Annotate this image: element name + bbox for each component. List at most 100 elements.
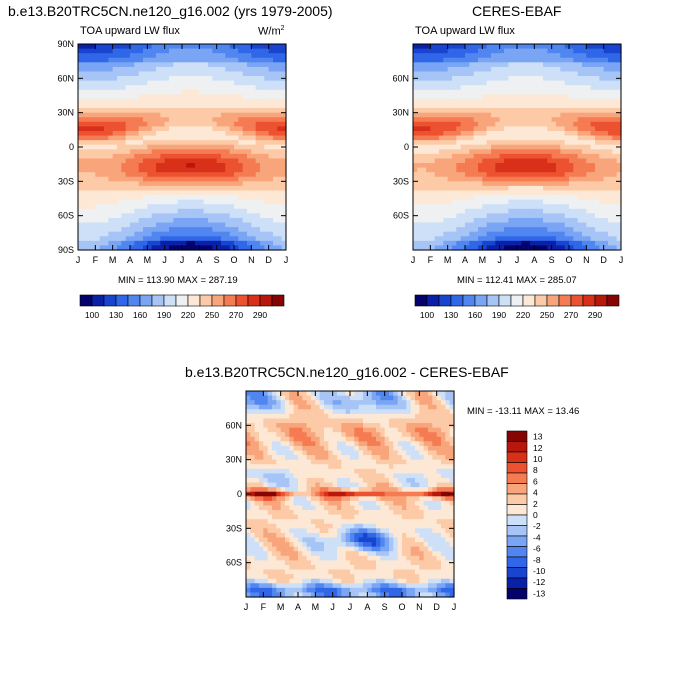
heatmap-cell <box>216 144 222 150</box>
heatmap-cell <box>86 163 92 169</box>
heatmap-cell <box>160 204 166 210</box>
heatmap-cell <box>268 181 274 187</box>
heatmap-cell <box>560 172 566 178</box>
heatmap-cell <box>612 98 618 105</box>
heatmap-cell <box>273 108 278 114</box>
heatmap-cell <box>173 89 179 95</box>
heatmap-cell <box>508 236 514 242</box>
heatmap-cell <box>491 172 496 178</box>
heatmap-cell <box>413 112 418 118</box>
heatmap-cell <box>190 94 196 100</box>
heatmap-cell <box>143 204 148 210</box>
heatmap-cell <box>582 158 587 164</box>
heatmap-cell <box>234 103 239 109</box>
heatmap-cell <box>551 94 557 100</box>
heatmap-cell <box>543 190 548 196</box>
heatmap-cell <box>138 112 144 118</box>
heatmap-cell <box>478 144 483 150</box>
heatmap-cell <box>426 176 431 182</box>
heatmap-cell <box>108 80 114 86</box>
heatmap-cell <box>280 487 286 493</box>
heatmap-cell <box>255 231 261 237</box>
heatmap-cell <box>91 208 96 214</box>
heatmap-cell <box>551 71 557 77</box>
heatmap-cell <box>430 144 436 150</box>
heatmap-cell <box>469 126 475 132</box>
heatmap-cell <box>216 53 222 59</box>
heatmap-cell <box>573 44 579 50</box>
heatmap-cell <box>417 167 423 173</box>
heatmap-cell <box>238 231 244 237</box>
heatmap-cell <box>543 126 548 132</box>
heatmap-cell <box>465 140 470 146</box>
heatmap-cell <box>203 204 209 210</box>
heatmap-cell <box>599 204 605 210</box>
heatmap-cell <box>612 89 618 95</box>
heatmap-cell <box>208 144 213 150</box>
heatmap-cell <box>108 217 114 224</box>
heatmap-cell <box>512 71 518 77</box>
heatmap-cell <box>108 117 114 123</box>
heatmap-cell <box>267 487 273 493</box>
heatmap-cell <box>199 103 205 109</box>
heatmap-cell <box>599 149 605 155</box>
heatmap-cell <box>238 112 244 118</box>
heatmap-cell <box>112 176 118 182</box>
heatmap-cell <box>612 126 618 132</box>
heatmap-cell <box>413 185 418 192</box>
heatmap-cell <box>264 62 270 68</box>
heatmap-cell <box>147 149 153 155</box>
x-tick-label: N <box>583 255 590 265</box>
heatmap-cell <box>82 181 88 187</box>
heatmap-cell <box>212 117 218 123</box>
heatmap-cell <box>82 71 88 77</box>
heatmap-cell <box>247 199 252 205</box>
heatmap-cell <box>439 185 444 192</box>
heatmap-cell <box>147 135 153 141</box>
heatmap-cell <box>104 89 109 95</box>
heatmap-cell <box>421 213 427 219</box>
heatmap-cell <box>151 217 157 224</box>
heatmap-cell <box>255 53 261 59</box>
heatmap-cell <box>143 112 148 118</box>
heatmap-cell <box>603 236 609 242</box>
heatmap-cell <box>486 85 492 91</box>
heatmap-cell <box>229 112 235 118</box>
heatmap-cell <box>543 204 548 210</box>
heatmap-cell <box>473 66 479 73</box>
heatmap-cell <box>285 551 290 557</box>
heatmap-cell <box>104 181 109 187</box>
heatmap-cell <box>530 158 535 164</box>
heatmap-cell <box>452 149 457 155</box>
heatmap-cell <box>478 195 483 201</box>
heatmap-cell <box>259 427 264 433</box>
heatmap-cell <box>212 204 218 210</box>
heatmap-cell <box>190 149 196 155</box>
heatmap-cell <box>99 48 105 54</box>
heatmap-cell <box>417 108 423 114</box>
heatmap-cell <box>577 240 583 247</box>
heatmap-cell <box>267 542 273 548</box>
heatmap-cell <box>456 85 462 91</box>
heatmap-cell <box>78 121 83 127</box>
heatmap-cell <box>247 112 252 118</box>
heatmap-cell <box>147 66 153 73</box>
heatmap-cell <box>208 48 213 54</box>
heatmap-cell <box>82 112 88 118</box>
heatmap-cell <box>443 176 449 182</box>
heatmap-cell <box>151 236 157 242</box>
heatmap-cell <box>426 121 431 127</box>
heatmap-cell <box>212 57 218 63</box>
heatmap-cell <box>251 71 257 77</box>
heatmap-cell <box>264 227 270 233</box>
heatmap-cell <box>138 57 144 63</box>
heatmap-cell <box>543 163 548 169</box>
heatmap-cell <box>482 144 488 150</box>
heatmap-cell <box>577 85 583 91</box>
heatmap-cell <box>569 71 574 77</box>
heatmap-cell <box>486 149 492 155</box>
heatmap-cell <box>413 167 418 173</box>
heatmap-cell <box>225 53 231 59</box>
heatmap-cell <box>504 89 509 95</box>
heatmap-cell <box>186 108 192 114</box>
